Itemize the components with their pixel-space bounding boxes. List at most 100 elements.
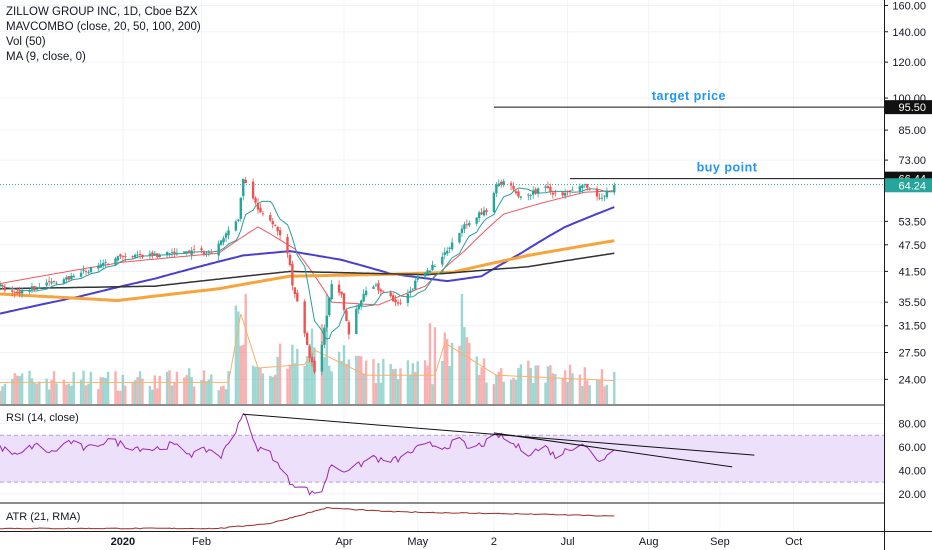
candle-body xyxy=(16,291,19,294)
candle-body xyxy=(554,192,557,194)
volume-bar xyxy=(423,360,427,404)
volume-bar xyxy=(148,385,152,404)
volume-bar xyxy=(210,374,213,404)
volume-bar xyxy=(534,365,537,404)
volume-bar xyxy=(396,379,400,404)
volume-bar xyxy=(170,385,174,404)
volume-bar xyxy=(288,364,292,404)
volume-bar xyxy=(47,389,51,404)
volume-bar xyxy=(364,360,368,404)
candle-body xyxy=(330,284,333,300)
volume-bar xyxy=(603,386,606,404)
volume-bar xyxy=(227,371,230,404)
candle-body xyxy=(303,301,306,334)
candle-body xyxy=(242,178,245,197)
candle-body xyxy=(50,281,53,284)
time-tick-label: Aug xyxy=(639,536,659,548)
candle-body xyxy=(320,344,324,372)
candle-body xyxy=(99,264,102,268)
volume-bar xyxy=(124,385,127,404)
candle-body xyxy=(106,263,110,265)
volume-bar xyxy=(578,374,582,404)
volume-bar xyxy=(563,370,567,404)
candle-body xyxy=(131,256,134,258)
volume-bar xyxy=(119,390,122,404)
candle-body xyxy=(613,185,616,193)
candle-body xyxy=(114,258,117,265)
volume-bar xyxy=(192,386,196,404)
candle-body xyxy=(222,238,225,243)
volume-bar xyxy=(141,378,144,404)
candle-body xyxy=(52,280,56,282)
volume-bar xyxy=(55,383,58,404)
candle-body xyxy=(82,269,85,271)
volume-bar xyxy=(465,337,469,404)
volume-bar xyxy=(256,366,260,404)
volume-bar xyxy=(72,372,75,404)
volume-bar xyxy=(104,377,107,404)
volume-bar xyxy=(485,382,488,404)
volume-bar xyxy=(133,380,137,404)
candle-body xyxy=(514,191,518,194)
candle-body xyxy=(202,251,206,255)
volume-bar xyxy=(136,377,139,404)
candle-body xyxy=(328,297,331,316)
volume-bar xyxy=(566,381,569,404)
candle-body xyxy=(183,251,186,254)
candle-body xyxy=(62,279,66,284)
volume-bar xyxy=(527,360,530,404)
volume-bar xyxy=(234,305,238,404)
candle-body xyxy=(492,192,496,213)
volume-bar xyxy=(269,375,272,404)
price-tick-label: 140.00 xyxy=(892,27,926,39)
candle-body xyxy=(65,277,68,280)
rsi-axis[interactable]: 20.00 40.00 60.00 80.00 xyxy=(898,419,926,501)
candle-body xyxy=(509,183,513,186)
rsi-tick-label: 20.00 xyxy=(898,489,926,501)
price-tick-label: 160.00 xyxy=(892,0,926,12)
volume-bar xyxy=(554,374,557,404)
candle-body xyxy=(288,254,292,266)
volume-bar xyxy=(549,365,552,404)
last-price-tag: 64.24 xyxy=(898,180,926,192)
volume-bar xyxy=(183,377,186,404)
target-price-tag: 95.50 xyxy=(898,102,926,114)
price-tags: 95.5066.4464.24 xyxy=(885,100,932,193)
candle-body xyxy=(495,184,498,194)
time-axis[interactable]: 2020 Feb Apr May 2 Jul Aug Sep Oct xyxy=(111,536,803,548)
candle-body xyxy=(291,263,294,286)
candle-body xyxy=(534,189,537,194)
volume-bar xyxy=(202,370,206,404)
candle-body xyxy=(11,290,14,292)
volume-bar xyxy=(138,371,142,404)
candle-body xyxy=(308,346,311,358)
rsi-trendline xyxy=(493,432,733,468)
candle-body xyxy=(87,272,90,273)
volume-bar xyxy=(583,367,586,404)
price-tick-label: 85.00 xyxy=(898,125,926,137)
price-tick-label: 24.00 xyxy=(898,374,926,386)
volume-bar xyxy=(441,361,444,404)
candle-body xyxy=(45,282,48,286)
volume-bar xyxy=(468,342,471,404)
annotations: target price buy point xyxy=(0,89,884,186)
candle-body xyxy=(475,217,478,224)
volume-bar xyxy=(546,366,550,404)
volume-bar xyxy=(502,381,505,404)
volume-bar xyxy=(509,379,513,404)
candle-body xyxy=(581,185,584,189)
candle-body xyxy=(47,281,51,282)
price-tick-label: 53.50 xyxy=(898,216,926,228)
candle-body xyxy=(293,287,297,294)
volume-bar xyxy=(52,371,56,404)
candle-body xyxy=(448,247,451,249)
candle-body xyxy=(379,289,383,292)
volume-bar xyxy=(431,384,434,404)
volume-bar xyxy=(205,381,208,404)
candle-body xyxy=(583,184,586,186)
candle-body xyxy=(389,292,392,297)
candle-body xyxy=(170,252,174,254)
rsi-line xyxy=(0,412,615,496)
volume-bar xyxy=(274,374,277,404)
candle-body xyxy=(433,266,437,267)
